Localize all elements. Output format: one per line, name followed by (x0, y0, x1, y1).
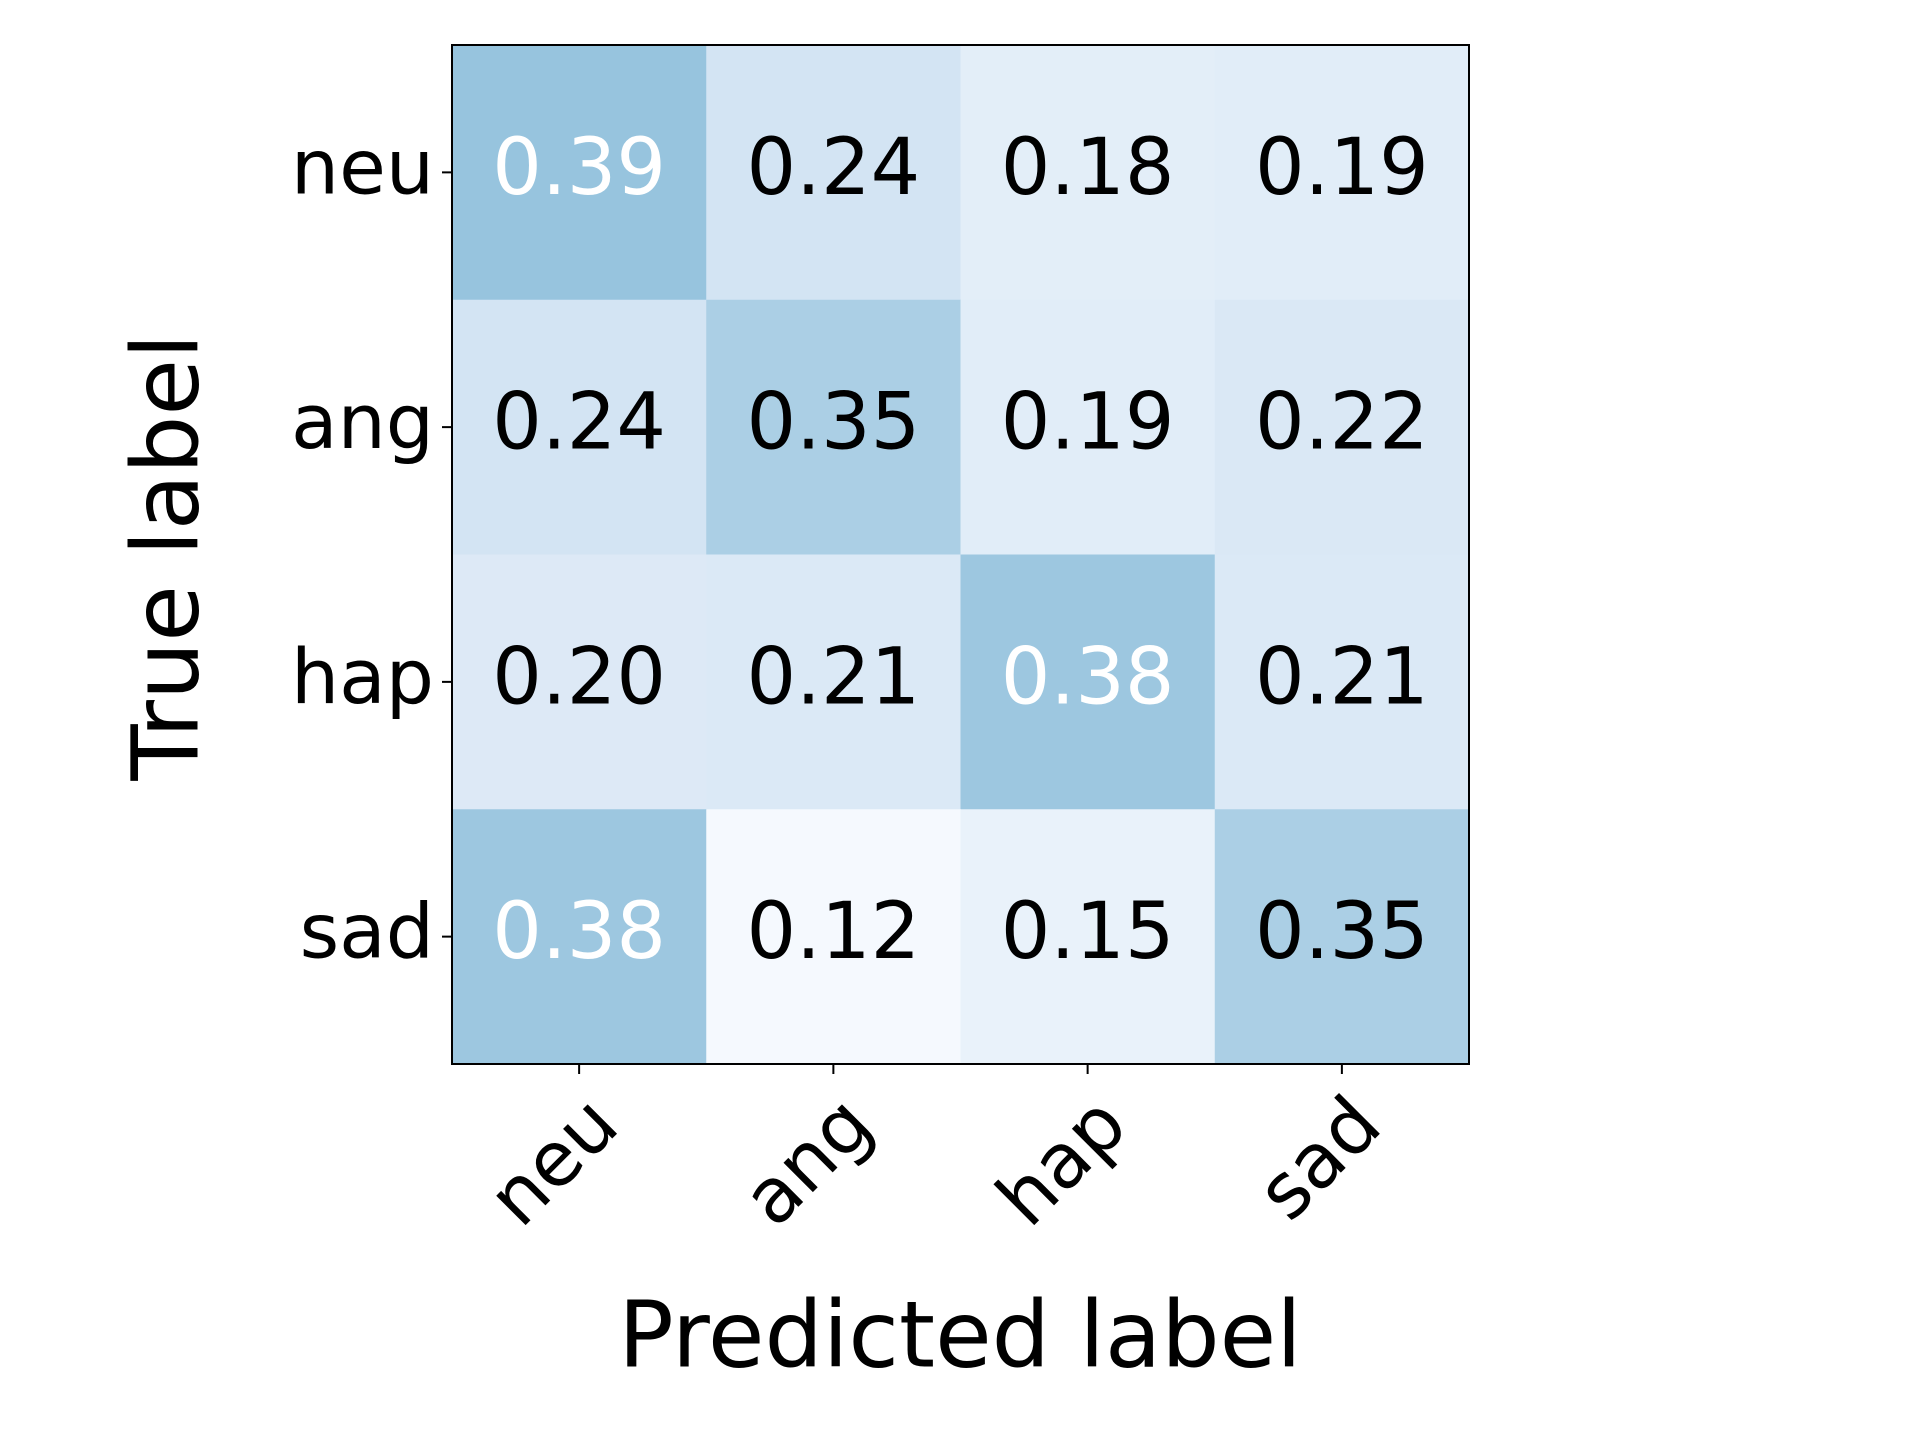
cell-label: 0.20 (492, 632, 666, 722)
cell (960, 299, 1216, 555)
x-tick-label: sad (1239, 1079, 1397, 1237)
x-tick-label: neu (471, 1079, 635, 1243)
cell-label: 0.19 (1001, 378, 1175, 468)
cell-label: 0.18 (1001, 123, 1175, 213)
x-axis-label: Predicted label (618, 1281, 1302, 1388)
cell (452, 45, 707, 301)
cell (960, 554, 1216, 810)
cell-label: 0.19 (1255, 123, 1429, 213)
y-tick-label: sad (300, 887, 434, 976)
cell-label: 0.12 (747, 887, 921, 977)
plot-frame (451, 44, 1470, 1065)
cell-label: 0.21 (747, 632, 921, 722)
cell-label: 0.21 (1255, 632, 1429, 722)
cell-label: 0.35 (1255, 887, 1429, 977)
cell (706, 299, 961, 555)
cell-label: 0.24 (747, 123, 921, 213)
cell-label: 0.38 (492, 887, 666, 977)
y-tick-label: hap (291, 632, 434, 721)
x-tick-label: hap (979, 1079, 1143, 1243)
y-axis-label: True label (112, 333, 219, 781)
cell (960, 45, 1216, 301)
cell (706, 45, 961, 301)
cell (1214, 809, 1470, 1065)
cell (452, 809, 707, 1065)
cell (1214, 45, 1470, 301)
cell-label: 0.22 (1255, 378, 1429, 468)
x-tick-label: ang (725, 1079, 889, 1243)
cell-label: 0.24 (492, 378, 666, 468)
cell (706, 809, 961, 1065)
y-tick-label: ang (291, 377, 434, 466)
cell-label: 0.39 (492, 123, 666, 213)
cell (452, 299, 707, 555)
cell (452, 554, 707, 810)
cell (1214, 554, 1470, 810)
cell-label: 0.38 (1001, 632, 1175, 722)
cell (706, 554, 961, 810)
cell (1214, 299, 1470, 555)
cell-label: 0.15 (1001, 887, 1175, 977)
y-tick-label: neu (291, 122, 434, 211)
cell (960, 809, 1216, 1065)
cell-label: 0.35 (747, 378, 921, 468)
